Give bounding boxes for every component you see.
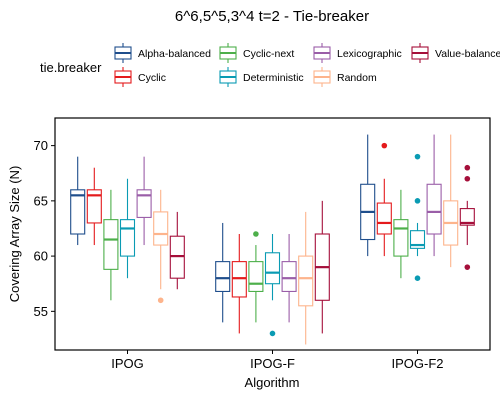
box-iqr <box>86 189 102 224</box>
legend-item-random: Random <box>313 67 377 87</box>
outlier-point <box>464 175 471 182</box>
box-alpha-balanced-ipog <box>70 156 86 246</box>
box-iqr <box>231 261 247 298</box>
box-iqr <box>70 189 86 235</box>
legend-label: Deterministic <box>243 72 304 84</box>
box-iqr <box>169 235 185 279</box>
box-iqr <box>264 252 281 285</box>
legend-label: Random <box>337 72 377 84</box>
box-lexicographic-ipog-f2 <box>426 134 442 257</box>
x-tick-label-0: IPOG <box>111 356 144 371</box>
box-value-balanced-ipog-f <box>314 200 330 334</box>
box-cyclic-ipog <box>86 167 102 246</box>
outlier-point <box>464 164 471 171</box>
box-deterministic-ipog-f2 <box>409 153 426 281</box>
box-cyclic-next-ipog-f <box>248 231 264 323</box>
x-tick-label-1: IPOG-F <box>250 356 295 371</box>
box-iqr <box>248 261 264 292</box>
legend-label: Lexicographic <box>337 48 402 60</box>
outlier-point <box>414 275 421 281</box>
legend-item-alpha-balanced: Alpha-balanced <box>114 43 211 63</box>
legend-item-deterministic: Deterministic <box>219 67 304 87</box>
box-cyclic-next-ipog-f2 <box>393 189 409 279</box>
box-random-ipog-f <box>298 211 314 345</box>
legend-label: Value-balanced <box>435 48 500 60</box>
box-iqr <box>393 219 409 257</box>
y-tick-label-2: 65 <box>34 193 48 208</box>
legend: Alpha-balanced Cyclic Cyclic-next Determini… <box>114 43 500 87</box>
x-tick-label-2: IPOG-F2 <box>391 356 443 371</box>
box-iqr <box>119 219 136 257</box>
outlier-point <box>464 264 471 270</box>
plot-area <box>70 134 475 345</box>
outlier-point <box>414 198 421 204</box>
box-iqr <box>281 261 297 292</box>
legend-label: Cyclic <box>138 72 166 84</box>
y-tick-label-3: 70 <box>34 138 48 153</box>
box-lexicographic-ipog-f <box>281 234 297 323</box>
box-cyclic-next-ipog <box>103 189 119 301</box>
y-axis: 55 60 65 70 <box>34 138 55 319</box>
legend-item-lexicographic: Lexicographic <box>313 43 402 63</box>
x-axis-label: Algorithm <box>245 375 300 390</box>
box-iqr <box>298 255 314 307</box>
box-deterministic-ipog-f <box>264 234 281 337</box>
legend-label: Alpha-balanced <box>138 48 211 60</box>
legend-title: tie.breaker <box>40 60 102 75</box>
box-iqr <box>409 230 426 249</box>
legend-item-cyclic: Cyclic <box>114 67 166 87</box>
legend-item-cyclic-next: Cyclic-next <box>219 43 294 63</box>
box-cyclic-ipog-f <box>231 234 247 334</box>
outlier-point <box>253 231 259 237</box>
outlier-point <box>269 330 276 337</box>
box-random-ipog-f2 <box>443 134 459 268</box>
box-value-balanced-ipog-f2 <box>459 164 475 270</box>
box-iqr <box>459 208 475 226</box>
box-iqr <box>376 202 392 235</box>
outlier-point <box>381 142 388 149</box>
box-value-balanced-ipog <box>169 211 185 290</box>
box-iqr <box>426 183 442 235</box>
y-axis-label: Covering Array Size (N) <box>7 166 22 303</box>
outlier-point <box>414 153 421 160</box>
box-alpha-balanced-ipog-f <box>215 222 231 323</box>
legend-item-value-balanced: Value-balanced <box>411 43 500 63</box>
box-iqr <box>103 219 119 270</box>
outlier-point <box>157 297 164 304</box>
box-random-ipog <box>153 189 169 304</box>
box-iqr <box>153 211 169 246</box>
box-iqr <box>215 261 231 292</box>
box-iqr <box>136 189 152 218</box>
y-tick-label-0: 55 <box>34 304 48 319</box>
box-lexicographic-ipog <box>136 156 152 246</box>
y-tick-label-1: 60 <box>34 249 48 264</box>
chart-title: 6^6,5^5,3^4 t=2 - Tie-breaker <box>175 8 369 25</box>
box-cyclic-ipog-f2 <box>376 142 392 257</box>
box-deterministic-ipog <box>119 178 136 279</box>
legend-label: Cyclic-next <box>243 48 294 60</box>
box-alpha-balanced-ipog-f2 <box>360 134 376 257</box>
x-axis: IPOG IPOG-F IPOG-F2 <box>111 350 444 371</box>
